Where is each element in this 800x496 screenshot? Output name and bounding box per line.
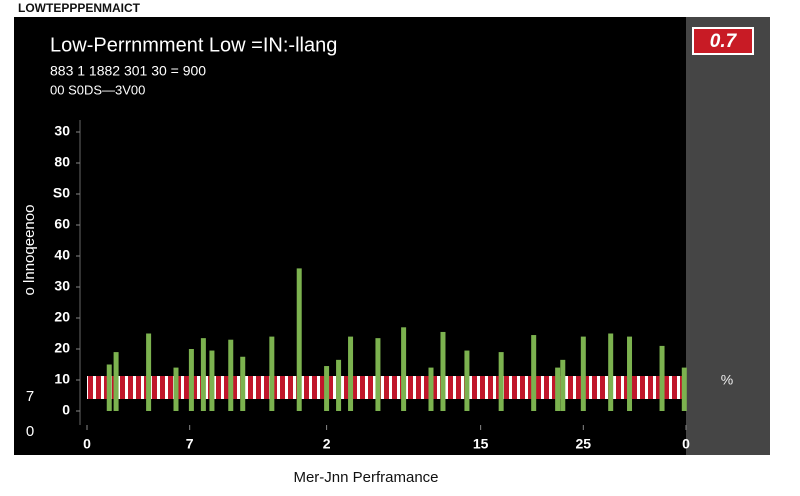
bar: [580, 336, 586, 411]
y-tick-label: 10: [54, 371, 70, 387]
header: LOWTEPPPENMAICT: [18, 1, 141, 15]
bar: [464, 350, 470, 411]
bar: [659, 345, 665, 411]
y-tick-label: 20: [54, 340, 70, 356]
left-label: 0: [26, 423, 34, 440]
bar: [336, 359, 342, 411]
bar: [240, 356, 246, 411]
y-tick-label: S0: [53, 185, 70, 201]
striped-band: [87, 376, 686, 399]
bar: [498, 352, 504, 411]
bar: [531, 335, 537, 411]
y-axis-label: o lnnoqeenoo: [21, 205, 38, 296]
x-tick-label: 25: [576, 436, 592, 452]
badge-box: [692, 27, 754, 55]
y-tick-label: 30: [54, 123, 70, 139]
bar: [627, 336, 633, 411]
x-tick-label: 2: [323, 436, 331, 452]
chart-title: Low-Perrnmment Low =IN:-llang: [50, 34, 337, 56]
y-tick-label: 60: [54, 216, 70, 232]
y-tick-label: 80: [54, 154, 70, 170]
bar: [296, 268, 302, 411]
bar: [375, 338, 381, 411]
bar: [113, 352, 119, 411]
bar: [401, 327, 407, 411]
bar: [173, 367, 179, 411]
x-axis-label: Mer-Jnn Perframance: [293, 469, 438, 486]
x-tick-label: 0: [682, 436, 690, 452]
subtitle: 00 S0DS—3V00: [50, 82, 145, 97]
bar: [228, 339, 234, 411]
y-tick-label: 20: [54, 309, 70, 325]
y-tick-label: 0: [62, 402, 70, 418]
side-unit: %: [721, 372, 733, 388]
left-label: 7: [26, 388, 34, 405]
bar: [348, 336, 354, 411]
bar: [269, 336, 275, 411]
bar: [324, 366, 330, 411]
bar: [560, 359, 566, 411]
x-tick-label: 15: [473, 436, 489, 452]
bar: [146, 333, 152, 411]
bar: [209, 350, 215, 411]
side-panel: [686, 17, 770, 455]
y-tick-label: 30: [54, 278, 70, 294]
bar: [681, 367, 687, 411]
bar: [428, 367, 434, 411]
bar: [608, 333, 614, 411]
x-tick-label: 0: [83, 436, 91, 452]
bar: [188, 349, 194, 411]
bar: [555, 367, 561, 411]
bar: [106, 364, 112, 411]
subtitle: 883 1 1882 301 30 = 900: [50, 63, 206, 79]
bar: [200, 338, 206, 411]
badge: 0.7: [710, 31, 738, 52]
bar: [440, 331, 446, 411]
x-tick-label: 7: [186, 436, 194, 452]
y-tick-label: 40: [54, 247, 70, 263]
